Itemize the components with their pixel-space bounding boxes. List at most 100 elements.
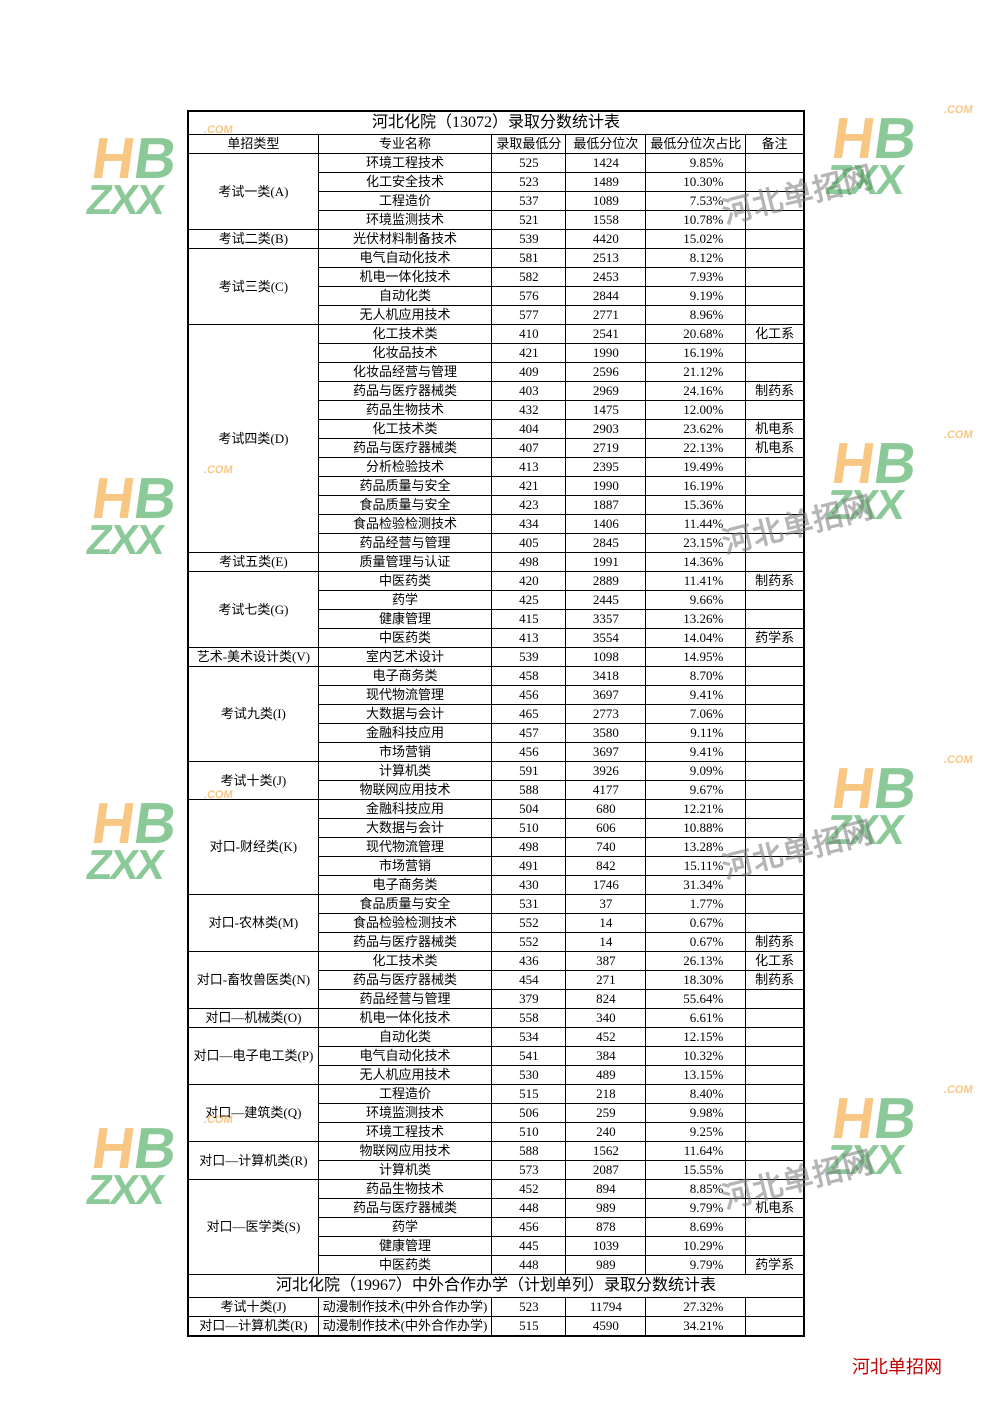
rank-cell: 1489 (566, 173, 646, 192)
score-cell: 539 (492, 230, 566, 249)
note-cell (746, 401, 804, 420)
pct-cell: 31.34% (646, 876, 746, 895)
major-cell: 药学 (318, 1218, 492, 1237)
note-cell: 制药系 (746, 971, 804, 990)
note-cell (746, 762, 804, 781)
score-cell: 534 (492, 1028, 566, 1047)
major-cell: 药品经营与管理 (318, 990, 492, 1009)
note-cell (746, 819, 804, 838)
pct-cell: 15.02% (646, 230, 746, 249)
score-cell: 452 (492, 1180, 566, 1199)
category-cell: 对口—计算机类(R) (188, 1142, 318, 1180)
note-cell (746, 1009, 804, 1028)
note-cell (746, 211, 804, 230)
note-cell (746, 610, 804, 629)
note-cell (746, 1123, 804, 1142)
major-cell: 电气自动化技术 (318, 249, 492, 268)
pct-cell: 12.21% (646, 800, 746, 819)
major-cell: 化工技术类 (318, 325, 492, 344)
score-cell: 523 (492, 173, 566, 192)
note-cell (746, 990, 804, 1009)
score-cell: 537 (492, 192, 566, 211)
major-cell: 无人机应用技术 (318, 306, 492, 325)
major-cell: 市场营销 (318, 743, 492, 762)
pct-cell: 9.19% (646, 287, 746, 306)
rank-cell: 606 (566, 819, 646, 838)
major-cell: 食品检验检测技术 (318, 914, 492, 933)
category-cell: 对口-财经类(K) (188, 800, 318, 895)
note-cell (746, 515, 804, 534)
score-cell: 498 (492, 838, 566, 857)
major-cell: 食品质量与安全 (318, 496, 492, 515)
pct-cell: 26.13% (646, 952, 746, 971)
category-cell: 对口—计算机类(R) (188, 1317, 318, 1337)
major-cell: 金融科技应用 (318, 724, 492, 743)
major-cell: 物联网应用技术 (318, 1142, 492, 1161)
note-cell (746, 496, 804, 515)
pct-cell: 8.40% (646, 1085, 746, 1104)
pct-cell: 8.85% (646, 1180, 746, 1199)
note-cell: 制药系 (746, 382, 804, 401)
major-cell: 化妆品技术 (318, 344, 492, 363)
major-cell: 食品检验检测技术 (318, 515, 492, 534)
rank-cell: 2771 (566, 306, 646, 325)
major-cell: 物联网应用技术 (318, 781, 492, 800)
note-cell (746, 1161, 804, 1180)
major-cell: 工程造价 (318, 1085, 492, 1104)
rank-cell: 1475 (566, 401, 646, 420)
major-cell: 光伏材料制备技术 (318, 230, 492, 249)
major-cell: 分析检验技术 (318, 458, 492, 477)
score-cell: 498 (492, 553, 566, 572)
score-cell: 456 (492, 1218, 566, 1237)
note-cell (746, 154, 804, 173)
pct-cell: 22.13% (646, 439, 746, 458)
pct-cell: 13.15% (646, 1066, 746, 1085)
major-cell: 动漫制作技术(中外合作办学) (318, 1317, 492, 1337)
note-cell (746, 249, 804, 268)
pct-cell: 14.36% (646, 553, 746, 572)
major-cell: 药学 (318, 591, 492, 610)
note-cell (746, 1142, 804, 1161)
major-cell: 计算机类 (318, 762, 492, 781)
major-cell: 药品生物技术 (318, 1180, 492, 1199)
rank-cell: 894 (566, 1180, 646, 1199)
note-cell (746, 534, 804, 553)
category-cell: 考试九类(I) (188, 667, 318, 762)
rank-cell: 1562 (566, 1142, 646, 1161)
score-cell: 506 (492, 1104, 566, 1123)
pct-cell: 34.21% (646, 1317, 746, 1337)
note-cell: 化工系 (746, 325, 804, 344)
score-cell: 432 (492, 401, 566, 420)
rank-cell: 2445 (566, 591, 646, 610)
major-cell: 食品质量与安全 (318, 895, 492, 914)
score-cell: 421 (492, 477, 566, 496)
pct-cell: 11.64% (646, 1142, 746, 1161)
note-cell (746, 781, 804, 800)
watermark-logo: .COMHBZXX (823, 435, 976, 530)
major-cell: 现代物流管理 (318, 686, 492, 705)
category-cell: 艺术-美术设计类(V) (188, 648, 318, 667)
note-cell (746, 724, 804, 743)
rank-cell: 37 (566, 895, 646, 914)
major-cell: 电气自动化技术 (318, 1047, 492, 1066)
rank-cell: 11794 (566, 1298, 646, 1317)
category-cell: 考试二类(B) (188, 230, 318, 249)
pct-cell: 27.32% (646, 1298, 746, 1317)
score-cell: 434 (492, 515, 566, 534)
score-cell: 510 (492, 1123, 566, 1142)
score-cell: 515 (492, 1317, 566, 1337)
note-cell (746, 591, 804, 610)
note-cell (746, 1237, 804, 1256)
pct-cell: 9.41% (646, 743, 746, 762)
note-cell: 药学系 (746, 629, 804, 648)
major-cell: 无人机应用技术 (318, 1066, 492, 1085)
pct-cell: 9.09% (646, 762, 746, 781)
pct-cell: 8.12% (646, 249, 746, 268)
note-cell (746, 1298, 804, 1317)
score-cell: 530 (492, 1066, 566, 1085)
category-cell: 考试三类(C) (188, 249, 318, 325)
major-cell: 机电一体化技术 (318, 1009, 492, 1028)
pct-cell: 10.78% (646, 211, 746, 230)
major-cell: 化工安全技术 (318, 173, 492, 192)
major-cell: 化工技术类 (318, 420, 492, 439)
